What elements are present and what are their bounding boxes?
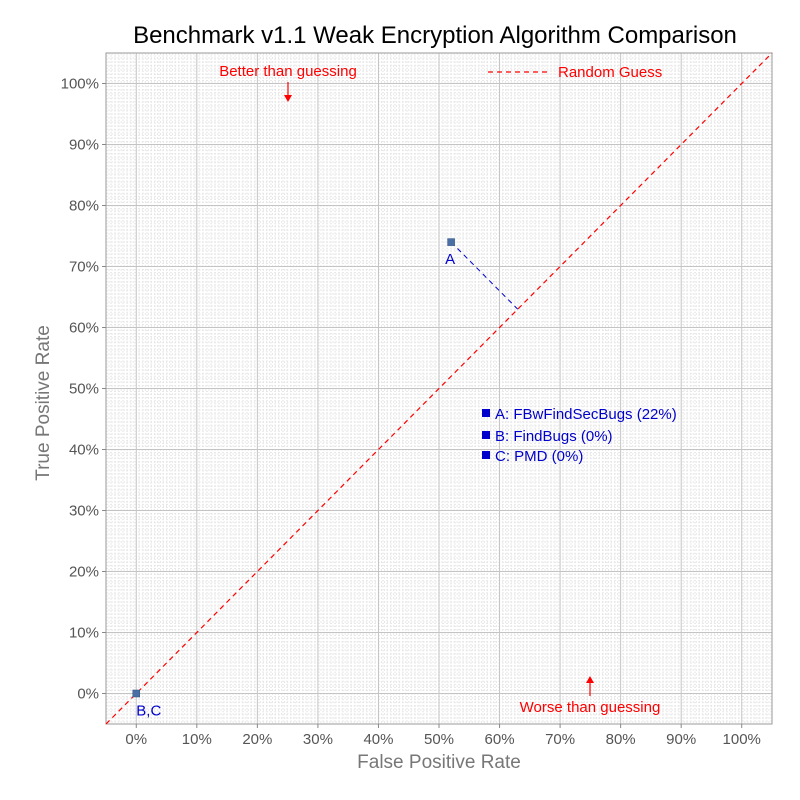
- legend-marker-b: [482, 431, 490, 439]
- y-tick-label: 20%: [69, 564, 99, 581]
- annotation-worse: Worse than guessing: [520, 676, 661, 716]
- x-tick-label: 70%: [545, 731, 575, 748]
- point-label-bc: B,C: [136, 703, 161, 720]
- worse-arrow-head: [586, 676, 594, 683]
- legend-tool-c: C: PMD (0%): [495, 448, 583, 465]
- x-tick-label: 80%: [606, 731, 636, 748]
- y-axis-ticks: 0% 10% 20% 30% 40% 50% 60% 70% 80% 90% 100%: [61, 76, 106, 703]
- data-point-bc: [132, 689, 141, 698]
- legend-tools: A: FBwFindSecBugs (22%) B: FindBugs (0%)…: [482, 406, 677, 465]
- annotation-better: Better than guessing: [219, 63, 357, 102]
- y-tick-label: 10%: [69, 625, 99, 642]
- distance-to-guess-line: [450, 241, 519, 310]
- legend-tool-a: A: FBwFindSecBugs (22%): [495, 406, 677, 423]
- y-tick-label: 90%: [69, 137, 99, 154]
- data-points: A B,C: [132, 238, 455, 720]
- y-tick-label: 0%: [77, 686, 99, 703]
- legend-random-guess: Random Guess: [488, 64, 662, 81]
- worse-than-guessing-label: Worse than guessing: [520, 699, 661, 716]
- y-axis-label: True Positive Rate: [33, 325, 54, 481]
- x-tick-label: 40%: [363, 731, 393, 748]
- legend-tool-b: B: FindBugs (0%): [495, 428, 613, 445]
- point-label-a: A: [445, 251, 455, 268]
- x-tick-label: 0%: [125, 731, 147, 748]
- y-tick-label: 70%: [69, 259, 99, 276]
- x-tick-label: 10%: [182, 731, 212, 748]
- legend-random-guess-label: Random Guess: [558, 64, 662, 81]
- better-arrow-head: [284, 95, 292, 102]
- better-than-guessing-label: Better than guessing: [219, 63, 357, 80]
- y-tick-label: 100%: [61, 76, 99, 93]
- y-tick-label: 80%: [69, 198, 99, 215]
- x-axis-ticks: 0% 10% 20% 30% 40% 50% 60% 70% 80% 90% 100%: [125, 724, 761, 748]
- random-guess-line: [105, 52, 773, 725]
- x-tick-label: 60%: [485, 731, 515, 748]
- x-tick-label: 50%: [424, 731, 454, 748]
- y-tick-label: 40%: [69, 442, 99, 459]
- x-tick-label: 20%: [242, 731, 272, 748]
- x-tick-label: 100%: [723, 731, 761, 748]
- chart-title: Benchmark v1.1 Weak Encryption Algorithm…: [133, 22, 737, 49]
- legend-marker-c: [482, 451, 490, 459]
- x-tick-label: 90%: [666, 731, 696, 748]
- y-tick-label: 30%: [69, 503, 99, 520]
- major-grid: [106, 53, 772, 724]
- y-tick-label: 60%: [69, 320, 99, 337]
- y-tick-label: 50%: [69, 381, 99, 398]
- x-tick-label: 30%: [303, 731, 333, 748]
- legend-marker-a: [482, 409, 490, 417]
- x-axis-label: False Positive Rate: [357, 752, 521, 773]
- data-point-a: [447, 238, 455, 246]
